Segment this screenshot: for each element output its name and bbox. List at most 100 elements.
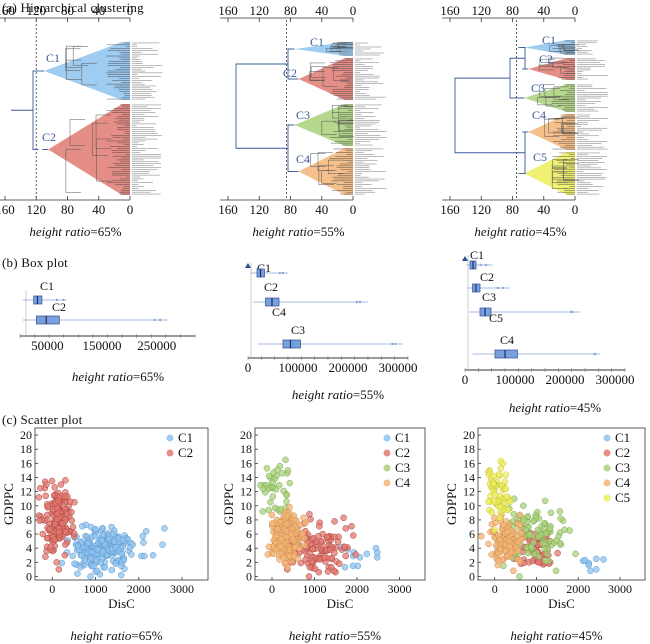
dendro-tick-label: 120 — [472, 202, 492, 217]
scatter-point-C2 — [35, 494, 43, 501]
scatter-y-tick-label: 8 — [469, 513, 475, 527]
scatter-point-C1 — [142, 527, 150, 535]
dendro-merge — [309, 62, 326, 81]
scatter-point-C1 — [112, 560, 119, 567]
scatter-y-tick-label: 0 — [26, 569, 32, 583]
dendro-merge — [96, 138, 112, 182]
scatter-point-C5 — [499, 460, 507, 467]
dendro-merge — [332, 105, 348, 119]
section-title-hierarchical: (a) Hierarchical clustering — [2, 0, 144, 15]
scatter-point-C2 — [331, 518, 338, 525]
box-tick-label: 100000 — [279, 360, 318, 375]
dendro-merge — [66, 59, 82, 80]
box-label-C2: C2 — [264, 280, 278, 294]
scatter-point-C1 — [600, 556, 607, 563]
scatter-y-tick-label: 2 — [469, 555, 475, 569]
caption-boxplot-3: height ratio=45% — [509, 400, 601, 415]
scatter-point-C3 — [269, 493, 277, 500]
scatter-y-tick-label: 10 — [20, 499, 32, 513]
scatter-point-C1 — [119, 543, 126, 551]
box-marker-C1 — [462, 256, 468, 261]
dendro-merge — [538, 64, 555, 71]
scatter-point-C4 — [273, 532, 280, 539]
legend-swatch-C1 — [383, 434, 391, 442]
dendro-merge — [69, 119, 86, 146]
dendro-merge — [548, 57, 564, 64]
dendro-merge — [72, 46, 89, 66]
scatter-y-tick-label: 12 — [240, 485, 252, 499]
scatter-point-C2 — [324, 533, 331, 541]
scatter-point-C5 — [490, 472, 497, 480]
cluster-fill-C2 — [298, 58, 353, 100]
scatter-point-C2 — [44, 503, 52, 510]
scatter-point-C1 — [593, 555, 600, 563]
scatter-point-C4 — [516, 511, 524, 519]
scatter-point-C5 — [501, 478, 509, 485]
box-tick-label: 50000 — [31, 338, 64, 353]
scatter-point-C5 — [491, 491, 499, 498]
scatter-point-C3 — [282, 456, 289, 464]
dendro-cluster-label-C4: C4 — [296, 152, 310, 166]
legend-swatch-C2 — [603, 449, 611, 457]
box-C3 — [282, 339, 301, 349]
dendro-merge — [65, 48, 81, 71]
dendro-root-join — [32, 70, 39, 150]
scatter-point-C5 — [491, 526, 498, 534]
scatter-point-C1 — [89, 549, 97, 556]
box-outlier — [501, 286, 505, 290]
dendro-tick-label: 40 — [537, 202, 550, 217]
scatter-point-C3 — [557, 515, 564, 522]
legend-swatch-C3 — [383, 464, 391, 472]
scatter-point-C1 — [74, 542, 82, 550]
scatter-point-C2 — [69, 523, 77, 531]
scatter-point-C3 — [552, 567, 560, 575]
dendro-merge — [81, 62, 97, 86]
legend-label-C1: C1 — [615, 430, 630, 445]
scatter-point-C3 — [539, 540, 547, 548]
legend-label-C3: C3 — [615, 460, 630, 475]
dendro-merge — [92, 122, 108, 156]
scatter-point-C3 — [520, 517, 528, 524]
dendro-tick-label: 80 — [506, 3, 519, 18]
cluster-fill-C2 — [48, 104, 130, 195]
scatter-y-tick-label: 14 — [463, 470, 475, 484]
scatter-point-C2 — [42, 492, 49, 500]
scatter-point-C2 — [59, 520, 67, 527]
dendro-tick-label: 40 — [315, 202, 328, 217]
scatter-y-tick-label: 16 — [463, 456, 475, 470]
scatter-point-C4 — [290, 552, 298, 560]
scatter-y-tick-label: 10 — [463, 499, 475, 513]
scatter-point-C2 — [51, 484, 58, 491]
box-tick-label: 100000 — [496, 372, 535, 387]
scatter-frame — [477, 427, 646, 581]
dendro-merge — [553, 86, 569, 100]
dendro-merge — [337, 42, 353, 49]
scatter-point-C4 — [283, 520, 290, 528]
scatter-point-C3 — [284, 467, 292, 474]
box-C4 — [494, 349, 518, 359]
dendro-merge — [558, 44, 574, 53]
scatter-point-C4 — [283, 527, 290, 535]
dendro-cluster-label-C3: C3 — [531, 81, 545, 95]
scatter-point-C3 — [263, 465, 271, 472]
dendro-tick-label: 0 — [350, 202, 357, 217]
dendro-tick-label: 40 — [537, 3, 550, 18]
scatter-point-C3 — [546, 525, 554, 532]
dendro-merge — [563, 44, 580, 51]
legend-label-C3: C3 — [395, 460, 410, 475]
box-outlier — [496, 286, 500, 290]
scatter-y-tick-label: 12 — [463, 485, 475, 499]
scatter-point-C2 — [328, 554, 335, 562]
scatter-point-C1 — [129, 541, 136, 548]
dendro-merge — [548, 118, 564, 134]
scatter-point-C4 — [270, 550, 278, 558]
dendro-tick-label: 40 — [92, 3, 105, 18]
section-title-boxplot: (b) Box plot — [2, 255, 68, 270]
dendro-merge — [310, 66, 327, 78]
scatter-y-tick-label: 0 — [246, 569, 252, 583]
scatter-y-tick-label: 14 — [20, 470, 32, 484]
scatter-point-C4 — [264, 551, 272, 558]
scatter-y-tick-label: 4 — [246, 541, 252, 555]
scatter-frame — [34, 427, 209, 581]
dendro-root-join — [454, 77, 525, 154]
